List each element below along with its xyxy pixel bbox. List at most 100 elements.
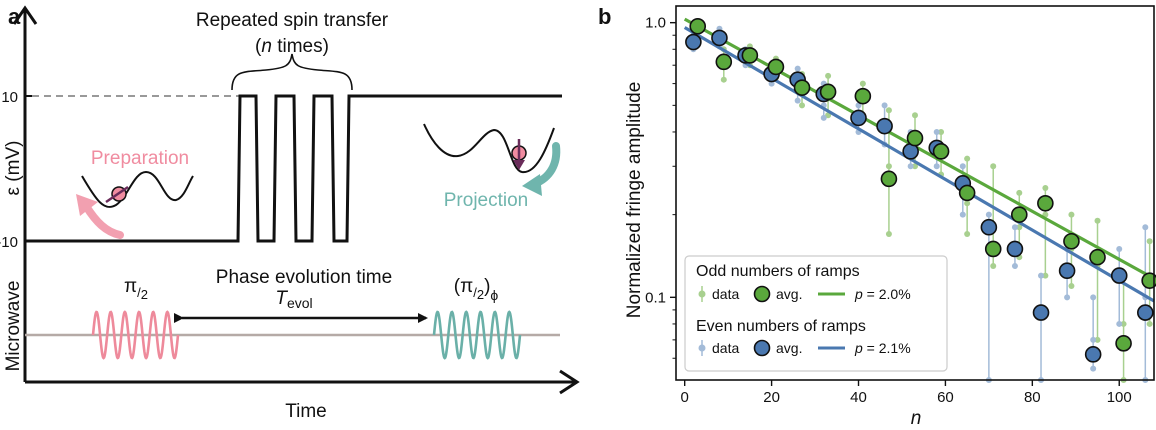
odd-data-point	[990, 224, 997, 231]
even-avg-point	[685, 33, 702, 51]
even-avg-point	[1006, 240, 1024, 258]
preparation-spin-arrow	[105, 185, 129, 204]
legend-even-avg-marker	[753, 339, 771, 357]
odd-data-point	[859, 114, 866, 121]
even-data-point	[690, 32, 697, 39]
even-data-point	[1142, 224, 1149, 231]
odd-data-point	[1068, 245, 1075, 252]
legend-odd-data-label: data	[712, 286, 739, 302]
odd-data-point	[746, 62, 753, 69]
odd-avg-point	[906, 129, 924, 147]
odd-data-point	[694, 19, 701, 26]
odd-data-point	[1120, 320, 1127, 327]
repetition-brace	[231, 53, 353, 91]
odd-data-point	[912, 138, 918, 145]
x-axis-arrowhead	[559, 369, 580, 395]
odd-data-point	[1016, 254, 1023, 261]
odd-data-point	[938, 151, 945, 158]
odd-data-point	[720, 62, 727, 69]
even-data-point	[1038, 306, 1045, 313]
odd-avg-point	[1141, 272, 1156, 289]
even-data-point	[907, 163, 914, 170]
even-data-point	[1090, 365, 1097, 372]
even-avg-point	[1110, 267, 1128, 284]
odd-avg-point	[1089, 248, 1106, 266]
tick-low-label: -10	[0, 234, 18, 251]
odd-data-point	[1094, 336, 1101, 343]
even-data-point	[768, 62, 775, 69]
even-data-point	[690, 46, 697, 53]
odd-avg-point	[767, 58, 785, 76]
panel-a-label: a	[8, 4, 21, 29]
even-data-point	[716, 25, 723, 32]
odd-data-point	[1120, 377, 1127, 383]
even-avg-point	[850, 109, 867, 127]
odd-data-point	[859, 80, 866, 87]
even-data-point	[959, 185, 966, 192]
even-data-point	[820, 102, 827, 109]
odd-data-point	[964, 231, 971, 238]
odd-avg-point	[854, 87, 872, 105]
even-avg-point	[789, 71, 806, 88]
odd-data-point	[825, 112, 832, 119]
even-data-point	[855, 128, 862, 135]
even-data-point	[820, 80, 827, 87]
voltage-waveform	[25, 94, 562, 243]
odd-data-point	[1094, 263, 1101, 270]
even-data-point	[1011, 245, 1018, 252]
odd-avg-point	[984, 240, 1002, 258]
even-data-point	[933, 141, 940, 148]
even-data-point	[907, 148, 914, 155]
odd-data-point	[938, 171, 945, 178]
odd-data-point	[990, 163, 997, 170]
even-data-point	[820, 114, 827, 121]
y-tick-label: 0.1	[645, 289, 666, 306]
odd-avg-point	[1037, 194, 1054, 212]
odd-fit-line	[683, 17, 1155, 280]
pulse2-label: (π/2)ϕ	[454, 276, 499, 303]
projection-double-well	[423, 123, 555, 174]
even-avg-point	[737, 47, 754, 64]
preparation-label: Preparation	[91, 148, 189, 169]
even-data-point	[907, 128, 914, 135]
even-data-point	[933, 163, 940, 170]
odd-data-point	[1068, 211, 1075, 218]
even-data-point	[881, 141, 888, 148]
projection-arrowhead	[522, 174, 542, 196]
tevol-label: Tevol	[275, 288, 312, 311]
even-data-point	[1090, 294, 1097, 301]
projection-spin-arrowhead	[513, 160, 525, 170]
x-tick-label: 80	[1024, 389, 1041, 406]
odd-data-point	[1120, 272, 1127, 279]
odd-avg-point	[793, 79, 811, 96]
y-axis-arrowhead	[12, 5, 38, 25]
even-data-point	[985, 245, 992, 252]
odd-data-point	[912, 163, 918, 170]
odd-avg-point	[741, 47, 759, 64]
even-data-point	[1116, 245, 1123, 252]
even-data-point	[985, 211, 992, 218]
x-tick-label: 0	[681, 389, 689, 406]
even-data-point	[1142, 294, 1149, 301]
odd-data-point	[885, 163, 892, 170]
odd-data-point	[720, 76, 727, 83]
even-avg-point	[876, 117, 893, 135]
even-data-point	[855, 102, 862, 109]
legend: Odd numbers of ramps data avg. p = 2.0% …	[684, 255, 948, 372]
even-data-point	[933, 128, 940, 135]
odd-data-point	[859, 97, 866, 104]
odd-data-point	[694, 28, 701, 35]
even-data-point	[855, 114, 862, 121]
odd-data-point	[964, 155, 971, 162]
even-data-point	[690, 37, 697, 44]
y-axis-title: Normalized fringe amplitude	[624, 82, 645, 319]
odd-data-point	[938, 128, 945, 135]
legend-even-fit-label: p = 2.1%	[854, 340, 911, 356]
pi-half-pulse	[91, 310, 180, 360]
odd-avg-point	[1010, 206, 1028, 223]
odd-avg-point	[880, 170, 898, 188]
panel-a-diagram: a ε (mV) Microwave Time 10 -10 Repeated …	[0, 4, 580, 422]
odd-data-point	[720, 46, 727, 53]
odd-avg-point	[958, 184, 976, 202]
odd-data-point	[885, 107, 892, 114]
